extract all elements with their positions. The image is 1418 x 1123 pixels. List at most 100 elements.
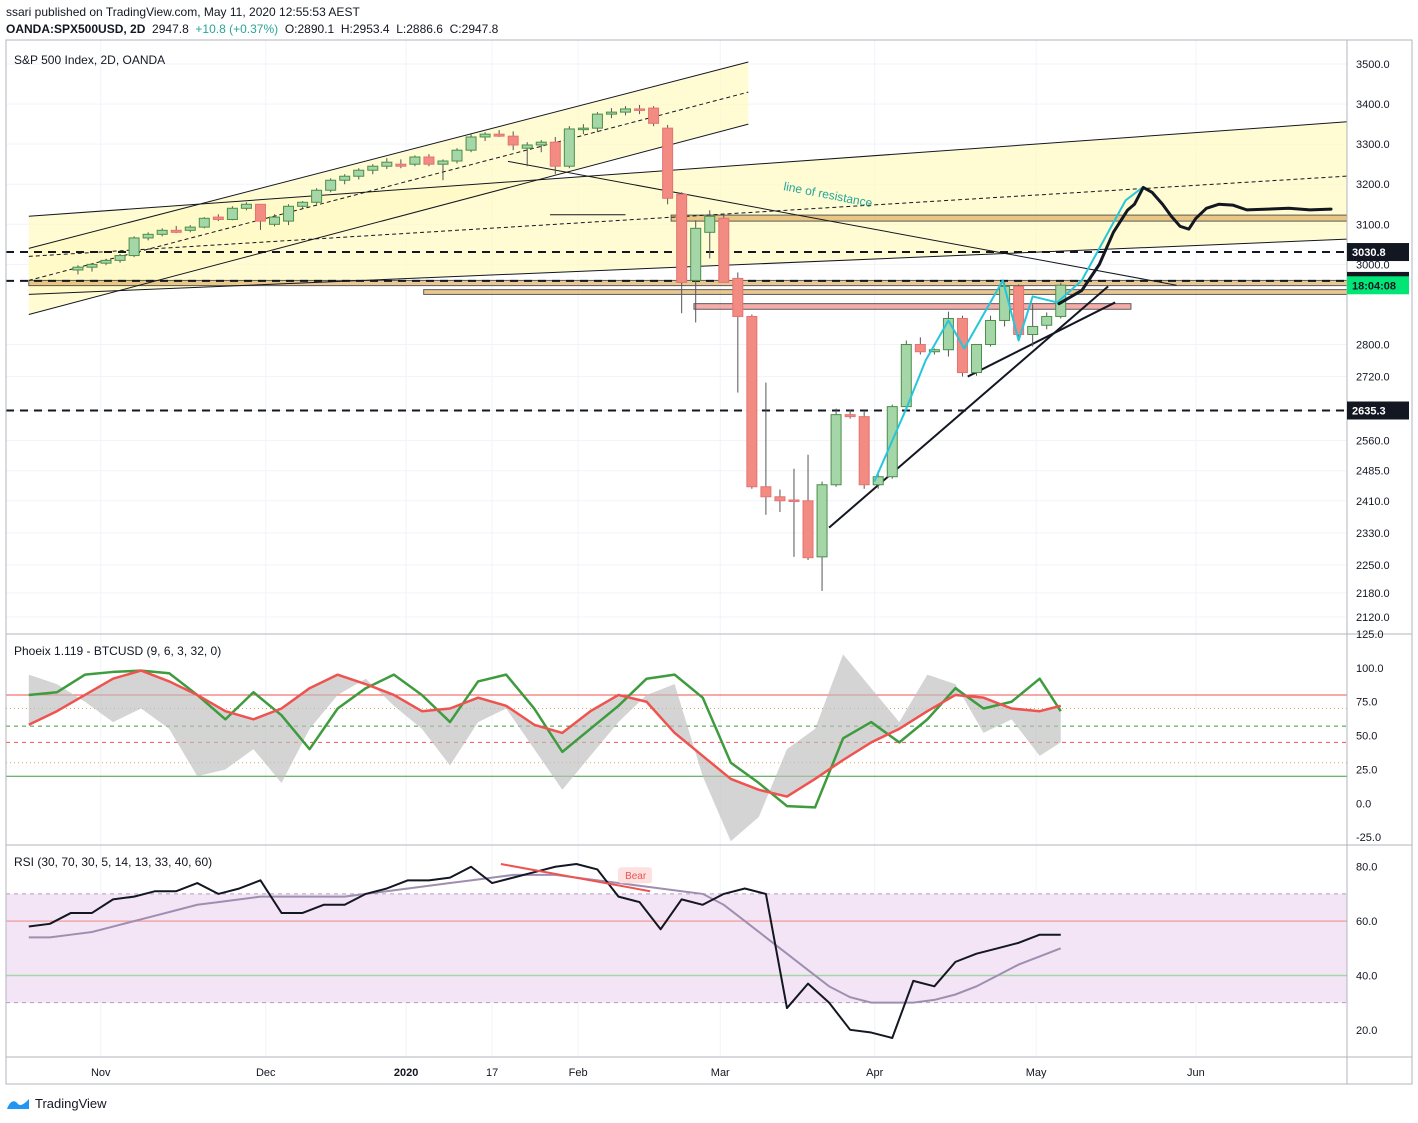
wave-path <box>873 187 1143 482</box>
phoeix-tick-label: 25.0 <box>1356 764 1377 776</box>
candle-up <box>353 169 365 177</box>
price-label-text: 18:04:08 <box>1352 280 1396 292</box>
candle-up <box>1041 315 1053 326</box>
candle-up <box>942 317 954 351</box>
price-tick-label: 2800.0 <box>1356 340 1390 352</box>
price-tick-label: 3100.0 <box>1356 219 1390 231</box>
candle-up <box>591 113 603 129</box>
candle-down <box>493 133 505 137</box>
x-axis-label: Jun <box>1187 1067 1205 1079</box>
candle-down <box>858 416 870 486</box>
phoeix-tick-label: 125.0 <box>1356 629 1384 641</box>
rsi-band-fill <box>6 893 1347 1003</box>
candle-up <box>226 207 238 221</box>
x-axis-label: Dec <box>256 1067 276 1079</box>
price-tick-label: 2720.0 <box>1356 372 1390 384</box>
candle-down <box>395 163 407 167</box>
candle-up <box>465 136 477 151</box>
phoeix-tick-label: 0.0 <box>1356 798 1371 810</box>
trend-line <box>28 123 749 315</box>
candle-up <box>690 227 702 281</box>
trend-line <box>28 175 1347 257</box>
candle-up <box>240 203 252 209</box>
price-tick-label: 3300.0 <box>1356 139 1390 151</box>
candle-up <box>339 175 351 181</box>
candle-up <box>367 165 379 171</box>
rsi-tick-label: 20.0 <box>1356 1025 1377 1037</box>
candle-down <box>746 315 758 488</box>
phoeix-slow-line <box>28 669 1062 798</box>
price-tick-label: 3500.0 <box>1356 59 1390 71</box>
price-tick-label: 2410.0 <box>1356 496 1390 508</box>
phoeix-tick-label: 50.0 <box>1356 731 1377 743</box>
sr-zone <box>693 303 1132 310</box>
candle-up <box>381 161 393 167</box>
price-tick-label: 2485.0 <box>1356 466 1390 478</box>
bear-badge-text: Bear <box>625 871 647 882</box>
candle-down <box>662 127 674 199</box>
trend-line <box>507 160 1177 286</box>
sr-zone <box>670 214 1347 222</box>
candle-down <box>549 141 561 167</box>
x-axis-label: 17 <box>486 1067 498 1079</box>
x-axis-label: Apr <box>866 1067 883 1079</box>
price-tick-label: 2330.0 <box>1356 528 1390 540</box>
candle-up <box>620 108 631 113</box>
candle-down <box>170 229 182 233</box>
candle-up <box>535 141 547 146</box>
candle-up <box>86 263 98 268</box>
trend-line <box>28 238 1347 295</box>
price-label-text: 2635.3 <box>1352 406 1386 418</box>
candle-down <box>648 107 660 124</box>
rsi-pane: Bear <box>6 845 1347 1057</box>
phoeix-pane <box>6 634 1347 844</box>
trend-line <box>28 61 749 249</box>
phoeix-band <box>28 654 1061 842</box>
price-tick-label: 2180.0 <box>1356 588 1390 600</box>
candle-up <box>269 216 280 225</box>
candle-down <box>760 486 772 498</box>
tradingview-logo-icon <box>7 1098 29 1109</box>
projection-path <box>1057 185 1333 306</box>
rsi-tick-label: 60.0 <box>1356 916 1377 928</box>
bear-badge-bg <box>618 867 653 884</box>
candle-down <box>718 217 730 283</box>
price-pane: line of resistance <box>6 40 1347 633</box>
x-axis-label: May <box>1026 1067 1047 1079</box>
x-axis-label: Mar <box>711 1067 730 1079</box>
symbol-name[interactable]: OANDA:SPX500USD, 2D <box>6 22 146 36</box>
candle-down <box>507 135 519 146</box>
candle-up <box>872 476 884 486</box>
price-tick-label: 2250.0 <box>1356 560 1390 572</box>
price-tick-label: 2560.0 <box>1356 436 1390 448</box>
candle-up <box>521 144 533 149</box>
price-tick-label: 3000.0 <box>1356 259 1390 271</box>
tradingview-brand: TradingView <box>35 1096 107 1111</box>
close-value: C:2947.8 <box>449 22 499 36</box>
price-label-box <box>1347 243 1409 262</box>
candle-up <box>704 215 716 233</box>
candle-up <box>311 189 323 203</box>
rsi-tick-label: 80.0 <box>1356 862 1377 874</box>
candle-up <box>114 255 126 261</box>
x-axis-label: Nov <box>91 1067 111 1079</box>
candle-up <box>198 217 210 228</box>
trend-line <box>828 285 1109 529</box>
price-tick-label: 3400.0 <box>1356 99 1390 111</box>
phoeix-tick-label: 100.0 <box>1356 663 1384 675</box>
rsi-tick-label: 40.0 <box>1356 970 1377 982</box>
candle-up <box>971 344 982 374</box>
tradingview-footer[interactable]: TradingView <box>6 1096 107 1111</box>
candle-down <box>788 499 800 502</box>
sr-zone <box>423 289 1347 295</box>
x-axis-label: Feb <box>569 1067 588 1079</box>
price-change: +10.8 (+0.37%) <box>195 22 279 36</box>
candle-down <box>732 277 744 317</box>
candle-up <box>184 226 196 231</box>
candle-down <box>914 344 926 353</box>
candle-up <box>100 259 112 264</box>
candle-up <box>297 201 309 207</box>
candle-up <box>605 111 617 115</box>
candle-up <box>577 127 589 131</box>
